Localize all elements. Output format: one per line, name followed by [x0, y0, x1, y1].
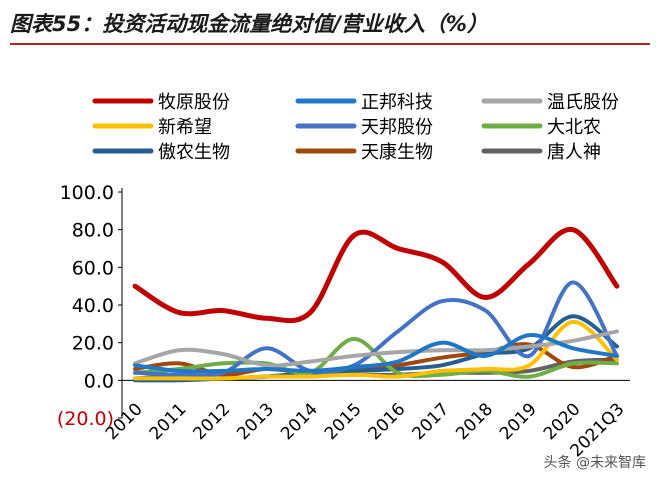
- x-tick-label: 2017: [408, 399, 453, 444]
- legend-label: 傲农生物: [158, 142, 230, 163]
- legend-label: 正邦科技: [361, 92, 433, 113]
- title-rule: [10, 43, 650, 45]
- x-tick-label: 2016: [365, 399, 410, 444]
- x-tick-label: 2019: [496, 399, 541, 444]
- x-tick-label: 2011: [146, 399, 191, 444]
- chart-title: 图表55：投资活动现金流量绝对值/营业收入（%）: [10, 12, 488, 36]
- x-tick-label: 2014: [277, 399, 322, 444]
- x-axis: 2010 2011 2012 2013 2014 2015 2016 2017 2018 2019…: [102, 379, 630, 461]
- legend-label: 温氏股份: [547, 92, 619, 113]
- y-tick-label: 40.0: [72, 295, 114, 317]
- x-tick-label: 2013: [233, 399, 278, 444]
- legend-label: 大北农: [547, 117, 601, 138]
- x-tick-label: 2015: [321, 399, 366, 444]
- plot-area: [132, 227, 620, 383]
- y-tick-label: 100.0: [60, 182, 114, 204]
- x-tick-label: 2018: [452, 399, 497, 444]
- series-line-2: [133, 333, 619, 374]
- y-axis: (20.0) 0.0 20.0 40.0 60.0 80.0 100.0: [57, 182, 123, 430]
- x-tick-label: 2012: [190, 399, 235, 444]
- watermark: 头条 @未来智库: [543, 455, 646, 471]
- legend-label: 天邦股份: [361, 117, 433, 138]
- legend-label: 新希望: [158, 117, 212, 138]
- legend-label: 唐人神: [547, 142, 601, 163]
- y-tick-label: 20.0: [72, 333, 114, 355]
- y-tick-label: 80.0: [72, 220, 114, 242]
- y-tick-label: (20.0): [57, 408, 114, 430]
- series-line-4: [133, 319, 619, 381]
- y-tick-label: 0.0: [84, 370, 114, 392]
- y-tick-label: 60.0: [72, 257, 114, 279]
- series-line-1: [132, 227, 620, 324]
- series-line-3: [133, 329, 619, 368]
- series-line-5: [133, 280, 619, 378]
- legend-label: 天康生物: [361, 142, 433, 163]
- legend-label: 牧原股份: [158, 92, 230, 113]
